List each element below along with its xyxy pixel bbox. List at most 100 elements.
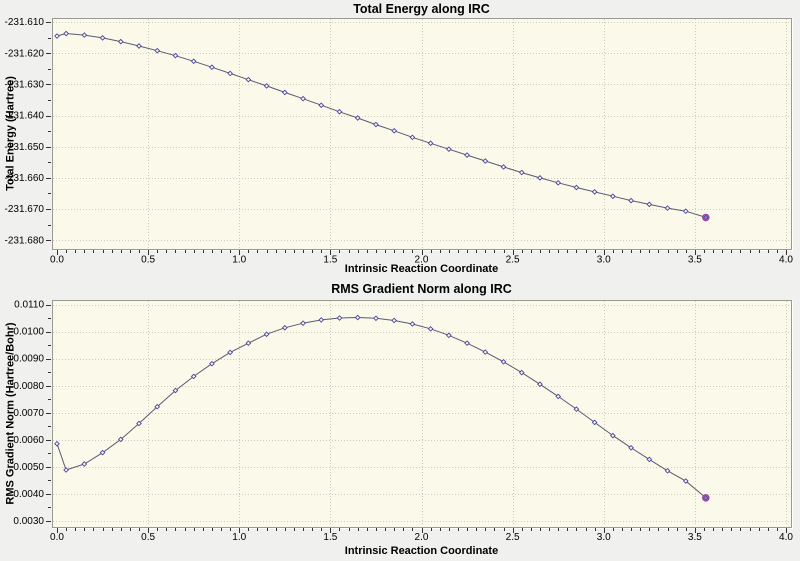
data-point[interactable]: [628, 197, 634, 204]
data-point[interactable]: [518, 169, 525, 176]
data-point[interactable]: [537, 381, 543, 388]
data-point[interactable]: [227, 349, 233, 356]
data-point[interactable]: [245, 76, 252, 83]
data-point[interactable]: [391, 127, 397, 134]
y-tick-label: 0.0060: [13, 435, 44, 446]
data-point[interactable]: [136, 43, 142, 49]
data-point[interactable]: [682, 208, 689, 215]
data-point[interactable]: [664, 467, 671, 474]
data-point[interactable]: [646, 201, 653, 208]
data-point[interactable]: [336, 315, 343, 321]
data-point[interactable]: [591, 189, 598, 195]
data-point[interactable]: [702, 214, 709, 221]
data-point[interactable]: [172, 387, 179, 394]
data-point[interactable]: [117, 436, 124, 443]
data-point[interactable]: [63, 467, 69, 473]
rms-gradient-y-axis-label: RMS Gradient Norm (Hartree/Bohr): [4, 322, 17, 505]
data-point[interactable]: [318, 102, 325, 109]
data-point[interactable]: [500, 164, 507, 170]
data-point[interactable]: [391, 317, 397, 324]
y-tick-label: -231.630: [5, 79, 45, 90]
final-point-marker[interactable]: [702, 213, 710, 222]
data-point[interactable]: [81, 461, 88, 467]
data-point[interactable]: [336, 108, 343, 115]
data-point[interactable]: [209, 64, 215, 71]
data-point[interactable]: [482, 158, 489, 164]
data-point[interactable]: [99, 35, 106, 41]
rms-gradient-chart-title: RMS Gradient Norm along IRC: [331, 282, 512, 296]
data-point[interactable]: [81, 32, 88, 38]
data-point[interactable]: [427, 140, 434, 147]
data-point[interactable]: [281, 89, 288, 96]
x-tick-label: 1.5: [323, 254, 337, 265]
data-point[interactable]: [354, 115, 361, 121]
y-tick-label: -231.620: [5, 48, 45, 59]
data-point[interactable]: [555, 180, 562, 186]
axis-ticks: [46, 22, 787, 255]
data-point[interactable]: [117, 38, 124, 45]
data-point[interactable]: [373, 315, 379, 322]
data-point[interactable]: [54, 33, 60, 39]
data-point[interactable]: [664, 205, 671, 211]
data-point[interactable]: [300, 320, 306, 326]
data-point[interactable]: [409, 134, 416, 141]
data-point[interactable]: [464, 340, 470, 347]
data-point[interactable]: [409, 321, 416, 327]
x-tick-label: 1.5: [323, 532, 337, 543]
tick-labels: 0.0 0.5 1.0 1.5 2.0 2.5 3.0 3.5 4.0 -231.610 -231.…: [5, 17, 794, 265]
data-point[interactable]: [646, 456, 653, 463]
x-tick-label: 4.0: [779, 254, 793, 265]
total-energy-chart-title: Total Energy along IRC: [353, 2, 490, 16]
data-point[interactable]: [482, 349, 489, 355]
data-point[interactable]: [610, 432, 616, 439]
data-point[interactable]: [263, 331, 270, 338]
rms-gradient-x-axis-label: Intrinsic Reaction Coordinate: [344, 545, 499, 557]
data-point[interactable]: [154, 47, 161, 54]
y-tick-label: -231.680: [5, 235, 45, 246]
axis-ticks: [46, 305, 787, 533]
data-point[interactable]: [190, 373, 197, 380]
x-tick-label: 1.0: [232, 532, 246, 543]
data-point[interactable]: [628, 444, 634, 451]
data-point[interactable]: [573, 184, 580, 191]
data-point[interactable]: [154, 403, 161, 410]
data-point[interactable]: [464, 152, 470, 158]
data-point[interactable]: [555, 393, 562, 400]
x-tick-label: 3.5: [688, 254, 702, 265]
data-point[interactable]: [446, 332, 452, 339]
data-point[interactable]: [373, 121, 379, 128]
data-point[interactable]: [500, 358, 507, 365]
data-point[interactable]: [281, 324, 288, 331]
data-point[interactable]: [427, 325, 434, 332]
data-point[interactable]: [245, 340, 252, 347]
data-point[interactable]: [227, 70, 233, 77]
data-point[interactable]: [63, 30, 69, 37]
x-tick-label: 2.5: [506, 532, 520, 543]
data-point[interactable]: [573, 406, 580, 412]
data-point[interactable]: [209, 360, 215, 367]
data-point[interactable]: [518, 369, 525, 376]
data-point[interactable]: [99, 449, 106, 456]
data-point[interactable]: [190, 58, 197, 65]
data-point[interactable]: [136, 420, 142, 427]
total-energy-x-axis-label: Intrinsic Reaction Coordinate: [344, 263, 499, 275]
data-point[interactable]: [354, 314, 361, 321]
data-point[interactable]: [54, 440, 60, 447]
x-tick-label: 2.5: [506, 254, 520, 265]
data-point[interactable]: [172, 52, 179, 59]
data-point[interactable]: [702, 494, 709, 501]
x-tick-label: 2.0: [415, 254, 429, 265]
x-tick-label: 0.0: [50, 254, 64, 265]
data-point[interactable]: [300, 95, 306, 102]
data-point[interactable]: [610, 193, 616, 200]
data-point[interactable]: [318, 317, 325, 323]
data-point[interactable]: [591, 419, 598, 426]
data-point[interactable]: [682, 478, 689, 484]
final-point-marker[interactable]: [702, 494, 710, 502]
data-point[interactable]: [537, 175, 543, 181]
plot-border: [52, 300, 792, 528]
data-point[interactable]: [263, 83, 270, 89]
data-point[interactable]: [446, 146, 452, 153]
x-tick-label: 0.0: [50, 532, 64, 543]
